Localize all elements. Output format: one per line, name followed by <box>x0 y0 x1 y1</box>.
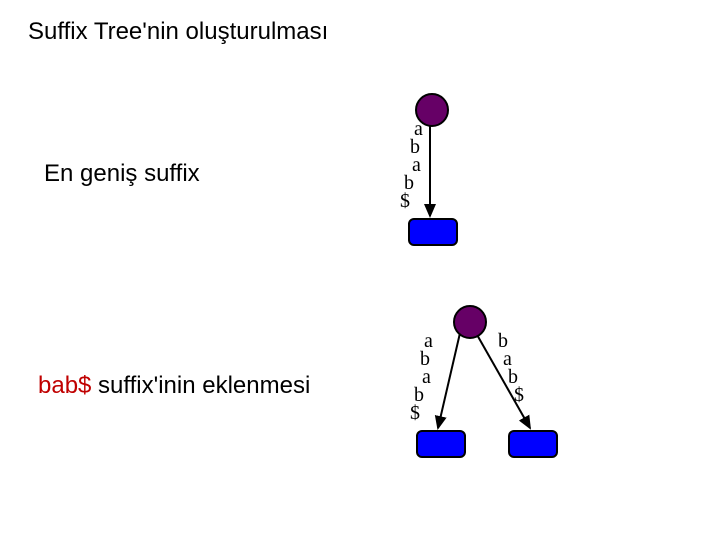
tree2-root-node <box>453 305 487 339</box>
tree2-edge-label-right: bab$ <box>498 332 524 404</box>
tree2-leaf-right <box>508 430 558 458</box>
tree2-leaf-left <box>416 430 466 458</box>
caption-add-bab-rest: suffix'inin eklenmesi <box>91 372 310 399</box>
caption-longest-suffix: En geniş suffix <box>44 160 200 188</box>
caption-add-bab: bab$ suffix'inin eklenmesi <box>38 372 310 400</box>
page-title: Suffix Tree'nin oluşturulması <box>28 18 328 46</box>
tree1-leaf-node <box>408 218 458 246</box>
tree1-edge-label: abab$ <box>400 120 423 210</box>
tree2-edge-label-left: abab$ <box>410 332 433 422</box>
caption-add-bab-prefix: bab$ <box>38 372 91 399</box>
edges-overlay <box>0 0 720 540</box>
